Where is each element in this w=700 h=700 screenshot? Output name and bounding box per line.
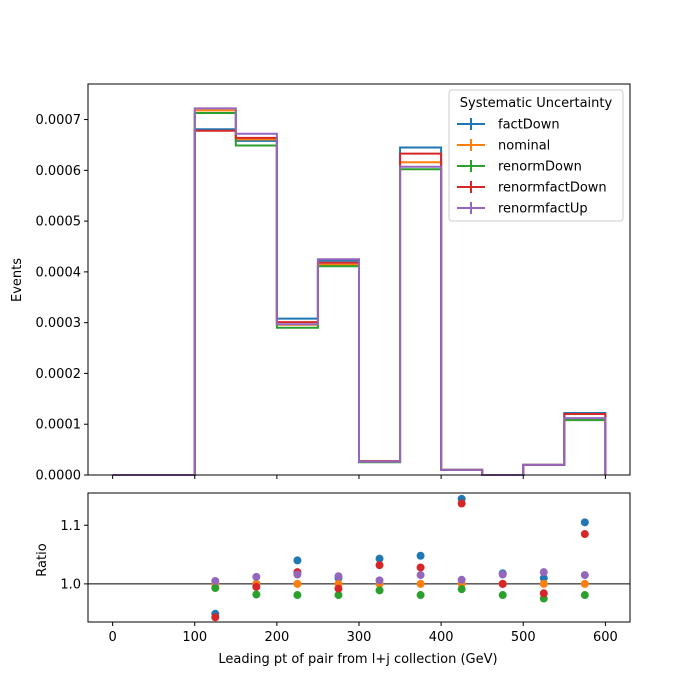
ratio-point-renormDown <box>293 591 302 600</box>
ratio-point-renormfactUp <box>457 575 466 584</box>
top-y-axis-label: Events <box>10 258 25 302</box>
legend-label-renormfactDown: renormfactDown <box>498 181 607 196</box>
legend-label-renormDown: renormDown <box>498 160 582 175</box>
x-tick-label: 100 <box>182 630 207 645</box>
ratio-point-nominal <box>293 579 302 588</box>
ratio-point-renormfactDown <box>211 613 220 622</box>
y-tick-label: 0.0000 <box>36 469 82 484</box>
ratio-point-nominal <box>416 579 425 588</box>
y-tick-label: 1.0 <box>60 577 81 592</box>
ratio-point-factDown <box>580 518 589 527</box>
ratio-point-renormfactDown <box>334 584 343 593</box>
ratio-point-renormDown <box>375 586 384 595</box>
bottom-x-ticks: 0 100 200 300 400 500 600 <box>108 622 618 645</box>
x-tick-label: 200 <box>264 630 289 645</box>
ratio-point-renormfactUp <box>539 568 548 577</box>
y-tick-label: 0.0006 <box>36 164 82 179</box>
top-y-ticks: 0.0000 0.0001 0.0002 0.0003 0.0004 0.0005 0.00… <box>36 113 88 484</box>
ratio-point-renormDown <box>211 583 220 592</box>
ratio-point-renormDown <box>580 591 589 600</box>
top-series-group <box>112 107 607 476</box>
y-tick-label: 1.1 <box>60 519 81 534</box>
ratio-point-renormfactDown <box>539 589 548 598</box>
ratio-point-factDown <box>539 574 548 583</box>
top-x-ticks <box>112 475 606 479</box>
ratio-point-renormDown <box>252 590 261 599</box>
legend-items: factDown nominal renormDown renormfactDown r… <box>457 118 607 217</box>
y-tick-label: 0.0007 <box>36 113 82 128</box>
top-panel: 0.0000 0.0001 0.0002 0.0003 0.0004 0.0005 0.00… <box>10 83 631 484</box>
x-axis-label: Leading pt of pair from l+j collection (… <box>218 652 497 667</box>
legend-frame <box>448 89 624 222</box>
ratio-point-renormfactDown <box>580 530 589 539</box>
ratio-point-factDown <box>375 554 384 563</box>
ratio-point-renormfactDown <box>498 579 507 588</box>
series-line-renormfactUp <box>112 107 607 476</box>
ratio-point-renormfactUp <box>498 570 507 579</box>
x-tick-label: 300 <box>347 630 372 645</box>
ratio-point-renormfactUp <box>375 576 384 585</box>
ratio-point-renormfactDown <box>375 561 384 570</box>
x-tick-label: 500 <box>511 630 536 645</box>
x-tick-label: 400 <box>429 630 454 645</box>
ratio-point-renormfactDown <box>457 499 466 508</box>
ratio-point-renormDown <box>416 591 425 600</box>
legend-title: Systematic Uncertainty <box>460 96 613 111</box>
legend-label-renormfactUp: renormfactUp <box>498 202 588 217</box>
ratio-point-renormfactUp <box>334 572 343 581</box>
legend-label-factDown: factDown <box>498 118 560 133</box>
y-tick-label: 0.0002 <box>36 367 82 382</box>
legend-label-nominal: nominal <box>498 139 550 154</box>
ratio-point-factDown <box>416 551 425 560</box>
y-tick-label: 0.0001 <box>36 418 82 433</box>
ratio-point-renormDown <box>498 591 507 600</box>
legend: Systematic Uncertainty factDown nominal re… <box>448 89 624 222</box>
ratio-point-renormDown <box>457 585 466 594</box>
ratio-point-renormfactUp <box>580 571 589 580</box>
ratio-point-renormfactUp <box>211 576 220 585</box>
y-tick-label: 0.0005 <box>36 215 82 230</box>
x-tick-label: 600 <box>593 630 618 645</box>
bottom-panel: 1.0 1.1 0 100 200 300 400 500 600 Leading pt of… <box>35 492 631 667</box>
bottom-series-group <box>211 494 589 622</box>
y-tick-label: 0.0003 <box>36 316 82 331</box>
ratio-point-nominal <box>539 579 548 588</box>
ratio-point-renormDown <box>334 591 343 600</box>
ratio-point-renormfactDown <box>416 563 425 572</box>
bottom-y-ticks: 1.0 1.1 <box>60 519 88 592</box>
x-tick-label: 0 <box>108 630 116 645</box>
ratio-point-nominal <box>580 579 589 588</box>
bottom-y-axis-label: Ratio <box>35 543 50 576</box>
ratio-point-factDown <box>293 556 302 565</box>
ratio-point-renormfactUp <box>416 571 425 580</box>
y-tick-label: 0.0004 <box>36 265 82 280</box>
ratio-point-renormfactUp <box>293 570 302 579</box>
ratio-point-renormfactUp <box>252 572 261 581</box>
ratio-point-renormfactDown <box>252 582 261 591</box>
